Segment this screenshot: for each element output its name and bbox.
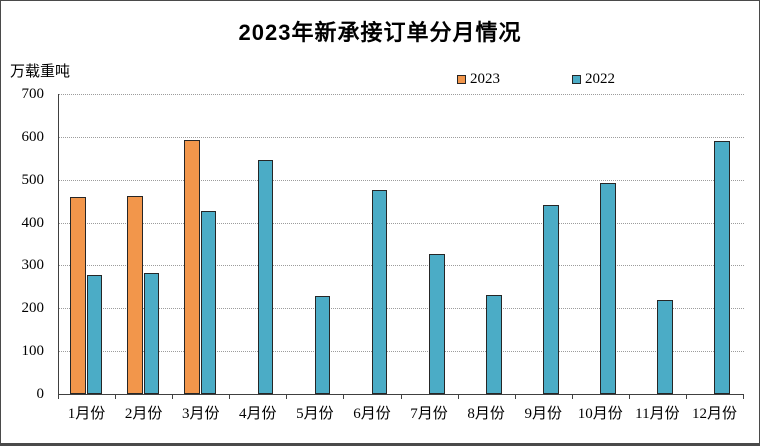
x-tick-mark [115, 395, 117, 399]
y-tick-label-400: 400 [21, 214, 45, 231]
gridline-100 [59, 351, 744, 353]
gridline-300 [59, 265, 744, 267]
gridline-500 [59, 179, 744, 181]
legend-item-2022: 2022 [572, 71, 615, 88]
legend-label-2023: 2023 [470, 71, 500, 87]
x-tick-label-3月份: 3月份 [181, 406, 220, 422]
gridline-700 [59, 94, 744, 95]
bar-2022-9月份 [543, 205, 559, 394]
x-tick-mark [343, 395, 345, 399]
bar-2022-12月份 [714, 141, 730, 394]
x-tick-label-11月份: 11月份 [635, 406, 680, 422]
gridline-400 [59, 222, 744, 224]
y-tick-label-600: 600 [21, 128, 45, 145]
x-tick-label-12月份: 12月份 [691, 406, 737, 422]
chart-title: 2023年新承接订单分月情况 [238, 20, 522, 45]
x-tick-mark [685, 395, 687, 399]
bar-2022-5月份 [314, 296, 331, 394]
x-tick-label-5月份: 5月份 [296, 406, 334, 422]
bar-2022-3月份 [200, 211, 217, 394]
bar-2023-3月份 [184, 139, 200, 394]
bar-2022-8月份 [486, 295, 502, 394]
bar-2022-11月份 [657, 300, 673, 394]
bar-2023-2月份 [127, 196, 143, 394]
bar-2022-7月份 [429, 253, 445, 394]
bar-2023-1月份 [70, 196, 86, 394]
bar-2022-4月份 [257, 160, 274, 394]
x-tick-label-4月份: 4月份 [239, 406, 277, 422]
x-tick-mark [286, 395, 288, 399]
x-tick-mark [58, 395, 59, 399]
x-tick-mark [172, 395, 174, 399]
x-tick-label-8月份: 8月份 [467, 406, 505, 422]
x-tick-label-6月份: 6月份 [353, 406, 391, 422]
bar-2022-2月份 [143, 273, 160, 394]
x-tick-label-10月份: 10月份 [577, 406, 623, 422]
x-tick-label-2月份: 2月份 [124, 406, 163, 422]
legend-label-2022: 2022 [585, 71, 615, 87]
y-tick-label-200: 200 [21, 300, 45, 317]
bar-2022-10月份 [600, 183, 616, 394]
y-tick-label-700: 700 [21, 86, 45, 102]
x-tick-mark [743, 395, 744, 399]
legend-item-2023: 2023 [457, 71, 500, 88]
bar-2022-6月份 [371, 190, 388, 394]
x-tick-mark [628, 395, 630, 399]
gridline-200 [59, 308, 744, 310]
y-tick-label-100: 100 [21, 343, 45, 360]
x-tick-mark [514, 395, 516, 399]
legend-swatch-2023 [457, 75, 466, 84]
y-tick-label-300: 300 [21, 257, 45, 274]
x-tick-mark [400, 395, 402, 399]
x-tick-label-9月份: 9月份 [524, 406, 562, 422]
plot-area [58, 94, 744, 395]
x-tick-label-7月份: 7月份 [410, 406, 448, 422]
y-tick-label-500: 500 [21, 171, 45, 188]
gridline-600 [59, 136, 744, 138]
bar-2022-1月份 [86, 274, 102, 394]
x-axis-tick-labels: 1月份 2月份 3月份 4月份 5月份 6月份 7月份 8月份 9月份 10月份 11月份 12月份 [58, 402, 743, 424]
y-tick-label-0: 0 [36, 386, 45, 402]
x-axis-tick-marks [58, 395, 744, 400]
x-tick-mark [571, 395, 573, 399]
x-tick-label-1月份: 1月份 [67, 406, 106, 422]
legend-swatch-2022 [572, 75, 581, 84]
x-tick-mark [457, 395, 459, 399]
y-axis-unit-label: 万载重吨 [10, 64, 71, 80]
x-tick-mark [229, 395, 231, 399]
y-axis-tick-labels: 0 100 200 300 400 500 600 700 [1, 86, 51, 402]
